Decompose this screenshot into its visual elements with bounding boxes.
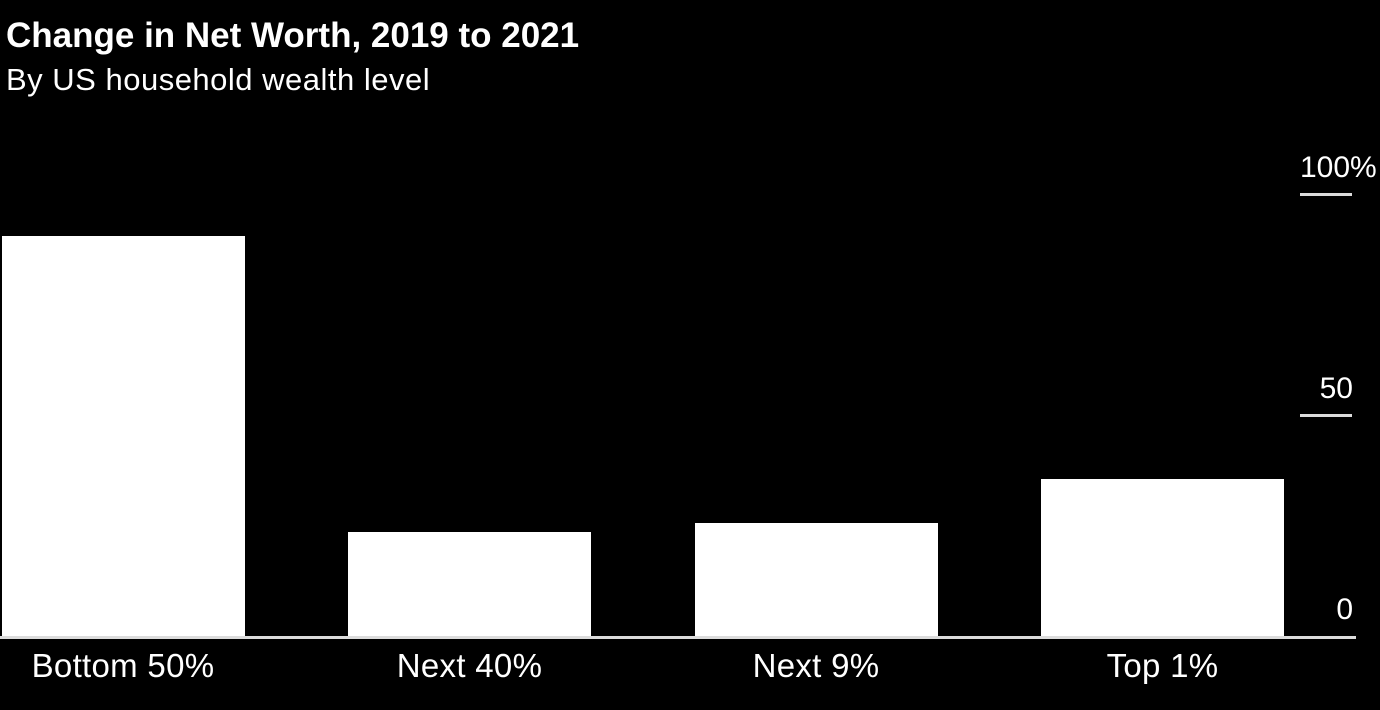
y-label-50: 50 bbox=[1319, 372, 1353, 405]
bar-next-40 bbox=[348, 531, 591, 639]
x-label-top-1: Top 1% bbox=[1106, 647, 1219, 684]
x-label-next-9: Next 9% bbox=[752, 647, 880, 684]
y-tick-50 bbox=[1300, 414, 1352, 417]
y-label-100: 100% bbox=[1300, 151, 1377, 184]
x-label-bottom-50: Bottom 50% bbox=[31, 647, 215, 684]
x-axis-line bbox=[0, 636, 1356, 639]
bar-bottom-50 bbox=[1, 235, 245, 639]
bar-next-9 bbox=[694, 523, 938, 639]
y-label-0: 0 bbox=[1336, 593, 1353, 626]
x-label-next-40: Next 40% bbox=[396, 647, 543, 684]
chart-subtitle: By US household wealth level bbox=[6, 62, 431, 97]
y-tick-100 bbox=[1300, 193, 1352, 196]
chart-title: Change in Net Worth, 2019 to 2021 bbox=[6, 16, 580, 55]
bar-top-1 bbox=[1041, 478, 1284, 639]
